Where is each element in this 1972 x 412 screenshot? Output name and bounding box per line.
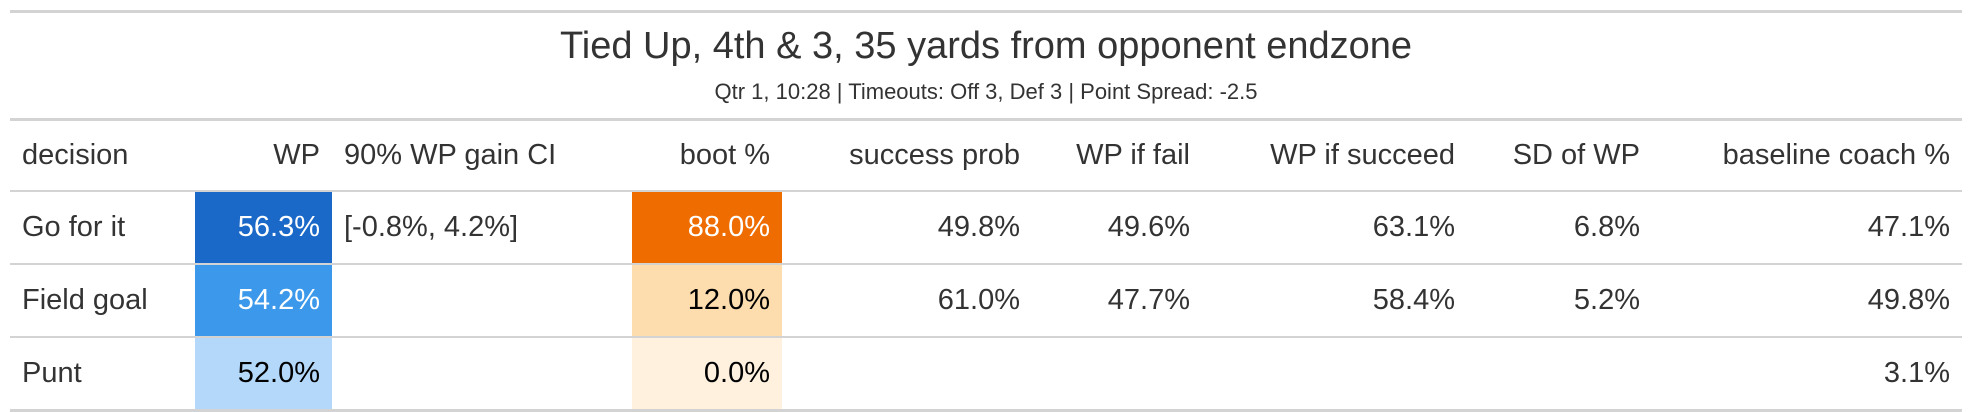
wp-if-succeed-cell: 58.4%: [1202, 264, 1467, 338]
decision-table: decision WP 90% WP gain CI boot % succes…: [10, 121, 1962, 412]
col-header-baseline-coach: baseline coach %: [1652, 121, 1962, 192]
wp-cell: 56.3%: [195, 191, 332, 265]
col-header-sd-of-wp: SD of WP: [1467, 121, 1652, 192]
wp-if-fail-cell: 47.7%: [1032, 264, 1202, 338]
col-header-wp-if-succeed: WP if succeed: [1202, 121, 1467, 192]
table-row: Go for it 56.3% [-0.8%, 4.2%] 88.0% 49.8…: [10, 191, 1962, 265]
ci-cell: [332, 264, 632, 338]
baseline-coach-cell: 3.1%: [1652, 337, 1962, 412]
decision-cell: Go for it: [10, 191, 195, 265]
boot-cell: 12.0%: [632, 264, 782, 338]
table-subtitle: Qtr 1, 10:28 | Timeouts: Off 3, Def 3 | …: [714, 79, 1258, 104]
success-prob-cell: 49.8%: [782, 191, 1032, 265]
baseline-coach-cell: 49.8%: [1652, 264, 1962, 338]
wp-if-fail-cell: 49.6%: [1032, 191, 1202, 265]
success-prob-cell: 61.0%: [782, 264, 1032, 338]
sd-of-wp-cell: [1467, 337, 1652, 412]
col-header-wp: WP: [195, 121, 332, 192]
col-header-decision: decision: [10, 121, 195, 192]
boot-cell: 0.0%: [632, 337, 782, 412]
header-rule: [10, 118, 1962, 121]
wp-cell: 54.2%: [195, 264, 332, 338]
sd-of-wp-cell: 5.2%: [1467, 264, 1652, 338]
col-header-ci: 90% WP gain CI: [332, 121, 632, 192]
wp-cell: 52.0%: [195, 337, 332, 412]
decision-cell: Punt: [10, 337, 195, 412]
wp-if-succeed-cell: 63.1%: [1202, 191, 1467, 265]
header-row: decision WP 90% WP gain CI boot % succes…: [10, 121, 1962, 192]
decision-cell: Field goal: [10, 264, 195, 338]
baseline-coach-cell: 47.1%: [1652, 191, 1962, 265]
table-title: Tied Up, 4th & 3, 35 yards from opponent…: [559, 25, 1412, 67]
col-header-boot: boot %: [632, 121, 782, 192]
top-rule: [10, 10, 1962, 13]
success-prob-cell: [782, 337, 1032, 412]
ci-cell: [-0.8%, 4.2%]: [332, 191, 632, 265]
wp-if-fail-cell: [1032, 337, 1202, 412]
col-header-success-prob: success prob: [782, 121, 1032, 192]
table-row: Field goal 54.2% 12.0% 61.0% 47.7% 58.4%…: [10, 264, 1962, 338]
col-header-wp-if-fail: WP if fail: [1032, 121, 1202, 192]
table-row: Punt 52.0% 0.0% 3.1%: [10, 337, 1962, 412]
boot-cell: 88.0%: [632, 191, 782, 265]
sd-of-wp-cell: 6.8%: [1467, 191, 1652, 265]
wp-if-succeed-cell: [1202, 337, 1467, 412]
ci-cell: [332, 337, 632, 412]
